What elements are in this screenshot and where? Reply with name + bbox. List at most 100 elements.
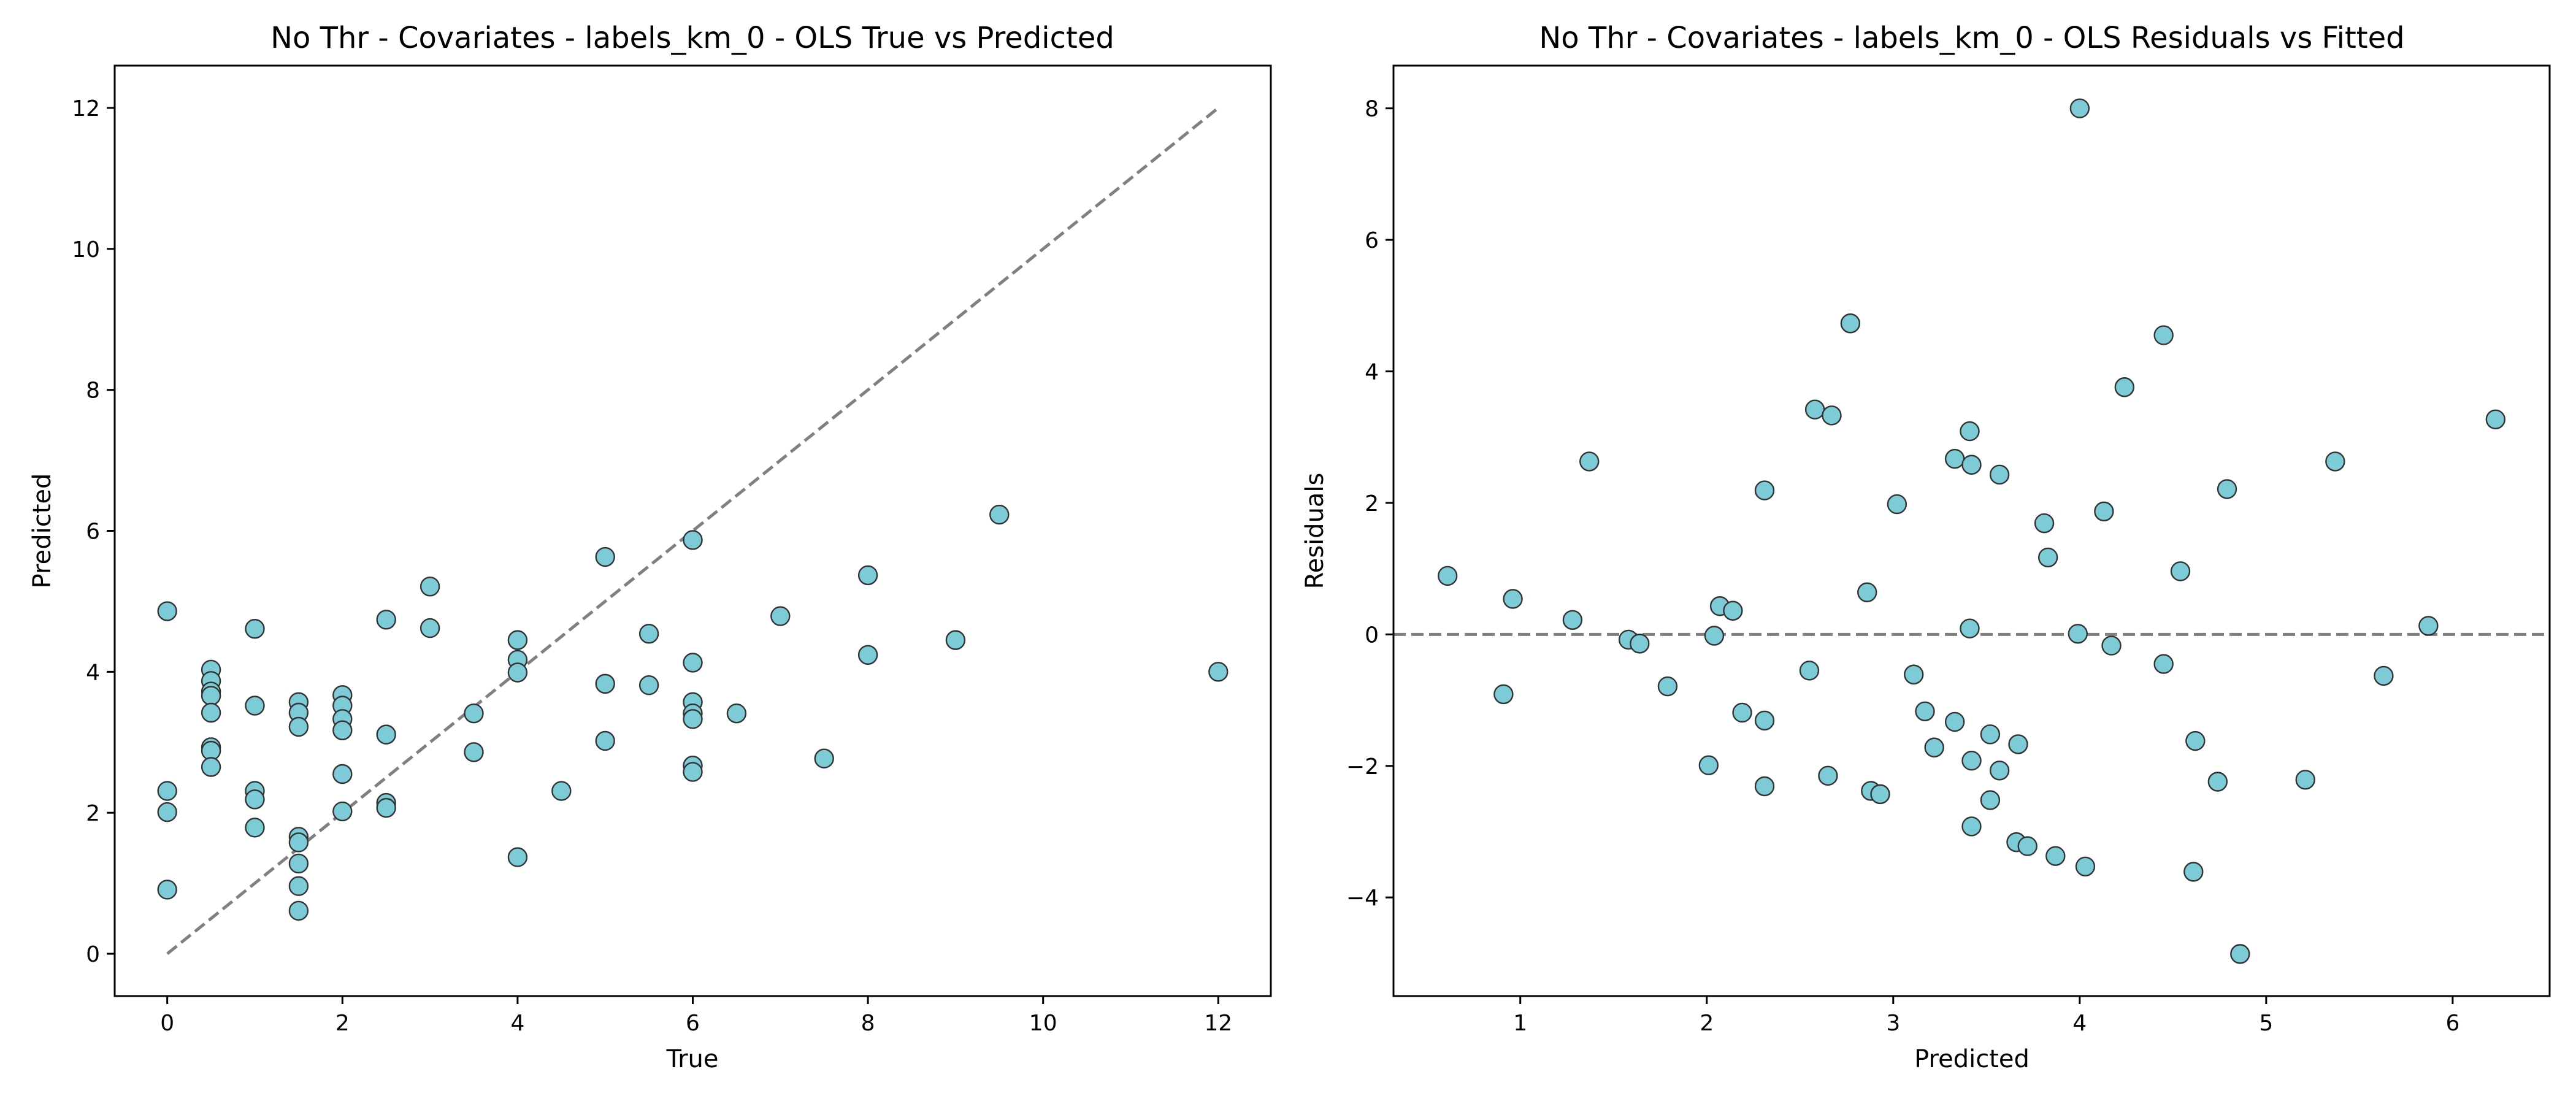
x-tick-label: 1	[1513, 1011, 1527, 1036]
scatter-point	[2485, 409, 2506, 429]
x-tick-label: 6	[2445, 1011, 2459, 1036]
y-tick-label: 4	[1365, 360, 1379, 385]
scatter-point	[1799, 661, 1820, 681]
x-tick-label: 8	[861, 1011, 875, 1036]
scatter-point	[595, 673, 615, 694]
scatter-point	[2069, 98, 2090, 118]
scatter-points	[1437, 98, 2506, 964]
scatter-point	[157, 601, 177, 621]
scatter-point	[245, 696, 265, 716]
scatter-point	[638, 624, 659, 644]
scatter-point	[288, 832, 309, 853]
scatter-point	[288, 876, 309, 896]
scatter-point	[376, 797, 396, 818]
scatter-point	[1915, 701, 1935, 721]
scatter-point	[288, 900, 309, 921]
y-tick-label: 6	[1365, 228, 1379, 253]
scatter-point	[2094, 501, 2114, 522]
scatter-point	[507, 630, 528, 650]
scatter-point	[1904, 664, 1924, 684]
y-axis-label: Predicted	[28, 473, 56, 589]
scatter-point	[1493, 684, 1514, 705]
y-tick-label: 12	[72, 96, 100, 121]
scatter-point	[1698, 755, 1719, 775]
scatter-point	[376, 610, 396, 630]
scatter-point	[1818, 765, 1838, 786]
x-axis-label: True	[666, 1045, 719, 1073]
scatter-point	[683, 709, 703, 729]
scatter-point	[2008, 734, 2028, 754]
scatter-point	[770, 606, 791, 626]
x-tick-label: 5	[2259, 1011, 2273, 1036]
scatter-point	[1961, 750, 1982, 771]
y-tick-label: 2	[86, 801, 100, 826]
y-tick-label: −4	[1346, 886, 1379, 911]
scatter-point	[595, 730, 615, 751]
scatter-point	[157, 802, 177, 822]
y-axis-ticks: 0 2 4 6 8 10 12	[72, 96, 115, 967]
scatter-point	[1944, 448, 1965, 469]
scatter-point	[2170, 561, 2191, 581]
y-tick-label: 0	[86, 942, 100, 967]
scatter-point	[726, 703, 747, 724]
scatter-point	[1579, 451, 1600, 472]
x-axis-ticks: 1 2 3 4 5 6	[1513, 996, 2459, 1036]
x-tick-label: 0	[160, 1011, 174, 1036]
scatter-point	[1961, 454, 1982, 475]
scatter-point	[2217, 479, 2237, 499]
y-axis-ticks: −4 −2 0 2 4 6 8	[1346, 97, 1393, 911]
scatter-point	[2295, 770, 2315, 790]
scatter-point	[420, 577, 440, 597]
scatter-point	[2207, 772, 2228, 792]
scatter-point	[551, 781, 572, 801]
scatter-point	[245, 619, 265, 639]
x-tick-label: 10	[1029, 1011, 1057, 1036]
scatter-point	[683, 530, 703, 550]
y-tick-label: 4	[86, 660, 100, 685]
scatter-point	[1732, 702, 1752, 723]
scatter-point	[2185, 730, 2206, 751]
scatter-point	[201, 686, 221, 706]
scatter-point	[2183, 862, 2204, 882]
scatter-point	[157, 781, 177, 801]
scatter-point	[157, 880, 177, 900]
scatter-point	[2153, 654, 2174, 674]
scatter-point	[1562, 610, 1583, 630]
scatter-point	[1980, 724, 2001, 745]
y-tick-label: 0	[1365, 623, 1379, 648]
scatter-point	[1840, 313, 1861, 334]
scatter-point	[1704, 626, 1725, 646]
scatter-point	[1754, 710, 1775, 730]
scatter-point	[1723, 600, 1743, 621]
scatter-point	[595, 546, 615, 567]
scatter-point	[2114, 377, 2135, 397]
scatter-point	[201, 702, 221, 723]
scatter-point	[2037, 547, 2058, 568]
scatter-point	[420, 618, 440, 638]
x-tick-label: 2	[335, 1011, 350, 1036]
scatter-point	[989, 504, 1010, 525]
scatter-point	[683, 653, 703, 673]
scatter-point	[1657, 676, 1678, 697]
scatter-point	[201, 757, 221, 777]
scatter-point	[857, 645, 878, 665]
y-tick-label: 6	[86, 519, 100, 545]
scatter-point	[1944, 711, 1965, 732]
scatter-point	[376, 724, 396, 745]
scatter-point	[1960, 618, 1980, 638]
x-tick-label: 3	[1886, 1011, 1900, 1036]
scatter-point	[2034, 513, 2055, 534]
x-axis-label: Predicted	[1914, 1045, 2030, 1073]
x-tick-label: 6	[686, 1011, 700, 1036]
scatter-points	[157, 504, 1229, 921]
scatter-point	[464, 742, 484, 762]
y-axis-label: Residuals	[1301, 473, 1329, 589]
residuals-vs-fitted-panel: No Thr - Covariates - labels_km_0 - OLS …	[1301, 21, 2551, 1073]
scatter-point	[1437, 565, 1458, 586]
scatter-point	[638, 675, 659, 696]
y-tick-label: 8	[1365, 97, 1379, 122]
scatter-point	[1980, 790, 2001, 810]
plot-frame	[1392, 64, 2551, 997]
